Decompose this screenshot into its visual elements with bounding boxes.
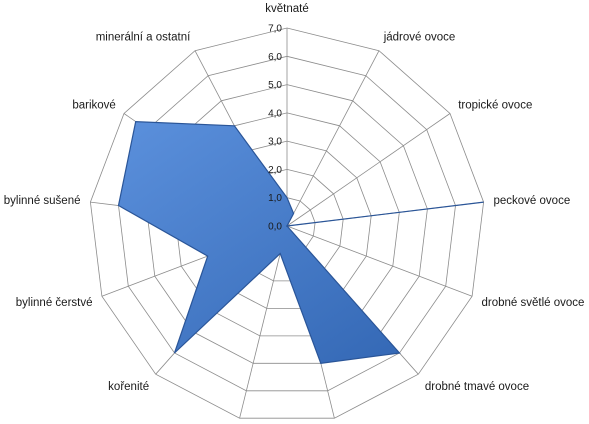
series-area [117,120,484,364]
axis-tick-label: 6,0 [268,52,282,63]
category-label: barikové [72,99,115,111]
category-label: kořenité [108,381,149,393]
category-label: tropické ovoce [458,99,532,111]
category-label: květnaté [265,3,308,15]
category-labels: květnaté jádrové ovoce tropické ovoce pecko… [4,3,585,393]
category-label: bylinné čerstvé [16,297,93,309]
category-label: bylinné sušené [4,195,81,207]
axis-tick-label: 1,0 [268,193,282,204]
radar-axis: 0,0 1,0 2,0 3,0 4,0 5,0 6,0 7,0 [268,24,282,233]
axis-tick-label: 2,0 [268,165,282,176]
grid-spoke [286,113,451,227]
radar-series [117,120,484,364]
category-label: minerální a ostatní [96,32,191,44]
axis-tick-label: 3,0 [268,137,282,148]
grid-spoke [286,225,473,297]
axis-tick-label: 0,0 [268,222,282,233]
category-label: jádrové ovoce [383,32,456,44]
category-label: drobné světlé ovoce [482,297,585,309]
category-label: peckové ovoce [494,195,571,207]
grid-ring [89,27,485,419]
grid-spoke [286,50,380,227]
axis-tick-label: 5,0 [268,80,282,91]
axis-tick-label: 7,0 [268,24,282,35]
category-label: drobné tmavé ovoce [425,381,529,393]
axis-tick-label: 4,0 [268,108,282,119]
grid-spoke [239,225,288,419]
